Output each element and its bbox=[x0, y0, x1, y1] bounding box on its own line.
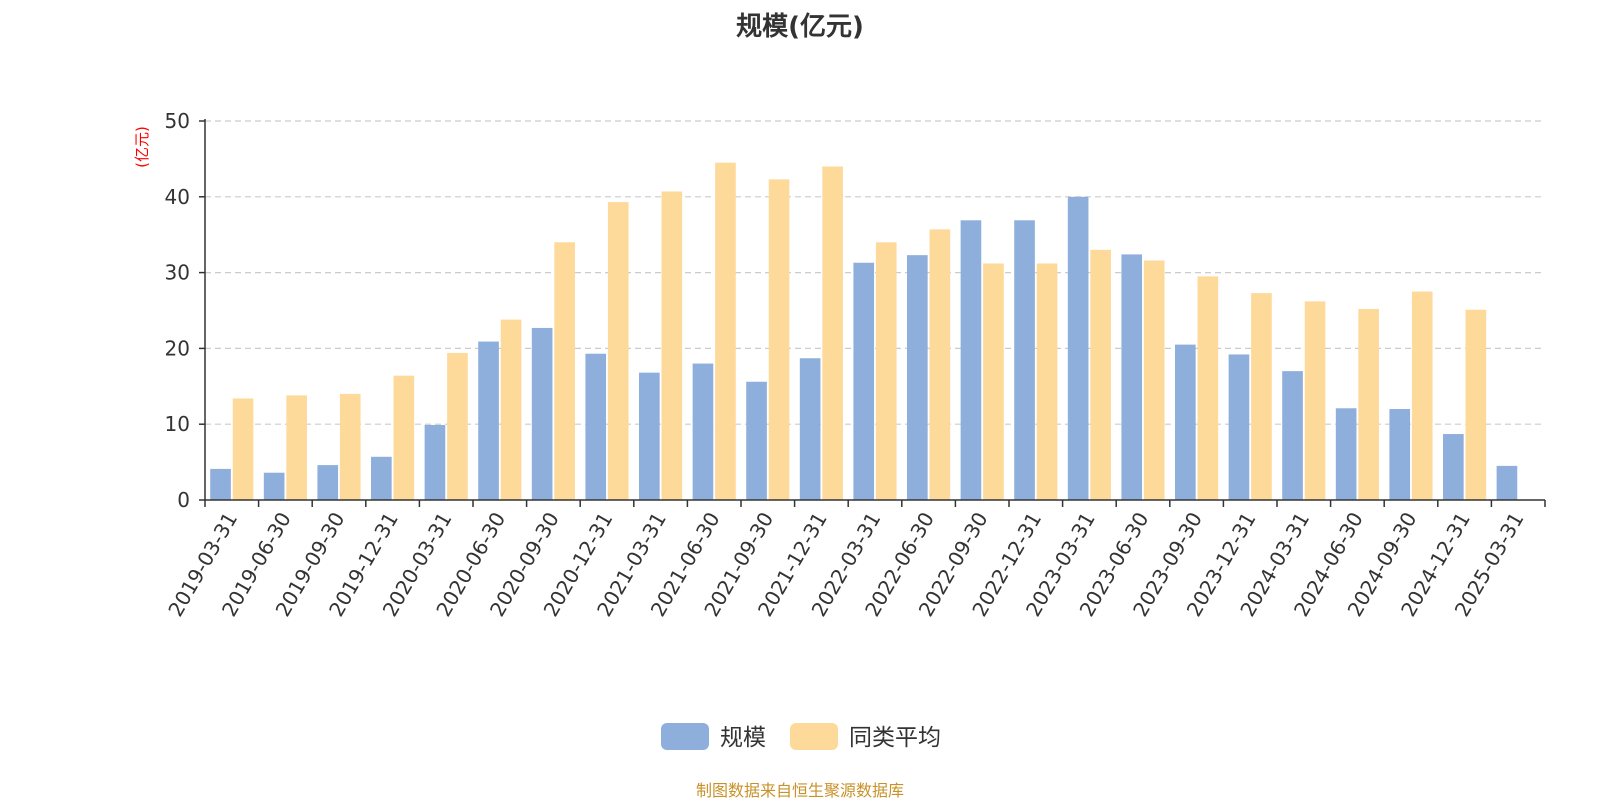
bar-peer-average[interactable] bbox=[661, 191, 683, 500]
bar-scale[interactable] bbox=[424, 424, 446, 500]
bar-peer-average[interactable] bbox=[983, 263, 1004, 500]
bar-peer-average[interactable] bbox=[1411, 291, 1433, 500]
bar-scale[interactable] bbox=[1496, 465, 1518, 500]
legend-item-peer-average[interactable]: 同类平均 bbox=[790, 723, 941, 751]
bar-scale[interactable] bbox=[263, 472, 285, 500]
bar-scale[interactable] bbox=[1067, 196, 1089, 501]
bar-scale[interactable] bbox=[692, 363, 714, 500]
y-axis-unit-label: (亿元) bbox=[133, 126, 151, 168]
axes-group bbox=[199, 119, 1546, 507]
bar-scale[interactable] bbox=[1335, 408, 1357, 500]
bar-scale[interactable] bbox=[317, 465, 339, 500]
grid-lines bbox=[205, 120, 1545, 425]
y-tick-label: 50 bbox=[165, 109, 190, 133]
bar-scale[interactable] bbox=[210, 468, 231, 500]
bar-peer-average[interactable] bbox=[1304, 301, 1326, 500]
bar-peer-average[interactable] bbox=[1090, 249, 1111, 500]
y-tick-label: 40 bbox=[165, 185, 190, 209]
bar-peer-average[interactable] bbox=[500, 319, 522, 500]
bar-peer-average[interactable] bbox=[447, 352, 468, 500]
bar-peer-average[interactable] bbox=[393, 375, 415, 500]
bar-peer-average[interactable] bbox=[1143, 260, 1165, 500]
bar-peer-average[interactable] bbox=[1358, 308, 1379, 500]
legend-swatch bbox=[790, 723, 838, 750]
bar-scale[interactable] bbox=[1014, 220, 1035, 500]
source-note: 制图数据来自恒生聚源数据库 bbox=[696, 781, 904, 800]
bar-peer-average[interactable] bbox=[715, 162, 736, 500]
y-tick-label: 0 bbox=[177, 488, 190, 512]
bar-scale[interactable] bbox=[799, 358, 821, 500]
bar-scale[interactable] bbox=[585, 353, 607, 500]
bar-scale[interactable] bbox=[639, 372, 660, 500]
bar-scale[interactable] bbox=[1121, 254, 1143, 500]
bar-peer-average[interactable] bbox=[286, 395, 307, 500]
bar-peer-average[interactable] bbox=[1197, 276, 1219, 500]
bar-scale[interactable] bbox=[1443, 434, 1464, 500]
bar-scale[interactable] bbox=[1228, 354, 1250, 500]
bar-scale[interactable] bbox=[746, 381, 767, 500]
bar-peer-average[interactable] bbox=[1465, 309, 1487, 500]
y-tick-label: 10 bbox=[165, 412, 190, 436]
bar-peer-average[interactable] bbox=[768, 179, 790, 500]
bar-peer-average[interactable] bbox=[339, 393, 361, 500]
bar-scale[interactable] bbox=[1175, 344, 1196, 500]
legend-label: 规模 bbox=[720, 725, 766, 751]
bar-peer-average[interactable] bbox=[929, 229, 951, 501]
bar-scale[interactable] bbox=[478, 341, 499, 500]
bar-scale[interactable] bbox=[960, 220, 982, 500]
bar-scale[interactable] bbox=[1282, 371, 1303, 500]
chart-title: 规模(亿元) bbox=[736, 12, 864, 42]
bar-scale[interactable] bbox=[1389, 409, 1411, 500]
legend-label: 同类平均 bbox=[849, 725, 941, 751]
bar-scale[interactable] bbox=[371, 456, 392, 500]
bar-scale[interactable] bbox=[907, 255, 928, 500]
bars-group bbox=[210, 162, 1518, 501]
bar-peer-average[interactable] bbox=[554, 242, 575, 500]
bar-peer-average[interactable] bbox=[1036, 263, 1058, 500]
bar-peer-average[interactable] bbox=[232, 398, 254, 500]
legend[interactable]: 规模 同类平均 bbox=[661, 723, 941, 751]
bar-scale[interactable] bbox=[853, 262, 875, 500]
bar-peer-average[interactable] bbox=[1251, 293, 1272, 500]
bar-peer-average[interactable] bbox=[875, 242, 897, 500]
legend-item-scale[interactable]: 规模 bbox=[661, 723, 766, 751]
y-tick-label: 30 bbox=[165, 261, 190, 285]
legend-swatch bbox=[661, 723, 709, 750]
y-tick-label: 20 bbox=[165, 336, 190, 360]
bar-peer-average[interactable] bbox=[822, 166, 843, 501]
bar-scale[interactable] bbox=[531, 327, 553, 500]
bar-peer-average[interactable] bbox=[607, 202, 629, 500]
